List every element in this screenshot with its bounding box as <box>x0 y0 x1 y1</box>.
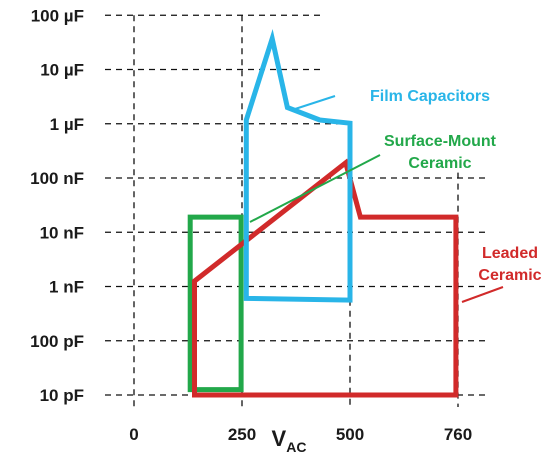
y-tick-labels: 10 pF 100 pF 1 nF 10 nF 100 nF 1 µF 10 µF 100 µ… <box>30 6 84 405</box>
callout-leader-film-capacitors <box>291 95 336 111</box>
x-axis-label-subscript: AC <box>286 439 306 455</box>
y-tick-label: 1 µF <box>50 115 84 134</box>
y-tick-label: 100 nF <box>30 169 84 188</box>
callout-label-leaded-ceramic: Ceramic <box>478 267 541 284</box>
x-tick-label: 760 <box>444 425 472 444</box>
x-tick-label: 500 <box>336 425 364 444</box>
series-outline-film-capacitors <box>243 28 353 303</box>
series-outline-leaded-ceramic <box>192 158 459 398</box>
y-tick-label: 1 nF <box>49 278 84 297</box>
y-tick-label: 10 pF <box>40 386 84 405</box>
y-tick-label: 100 pF <box>30 332 84 351</box>
callout-label-leaded-ceramic: Leaded <box>482 245 538 262</box>
y-tick-label: 10 µF <box>40 61 84 80</box>
callout-label-film-capacitors: Film Capacitors <box>370 88 490 105</box>
callout-label-surface-mount-ceramic: Surface-Mount <box>384 133 497 150</box>
callout-leader-surface-mount-ceramic <box>249 154 381 223</box>
y-tick-label: 100 µF <box>31 6 84 25</box>
x-tick-label: 250 <box>228 425 256 444</box>
y-tick-label: 10 nF <box>40 223 84 242</box>
x-axis-label-main: V <box>272 426 287 451</box>
series-outline-surface-mount-ceramic <box>187 214 244 393</box>
x-tick-labels: 0 250 500 760 <box>129 425 472 444</box>
callout-label-surface-mount-ceramic: Ceramic <box>408 155 471 172</box>
series <box>187 28 459 398</box>
series-callouts: Film Capacitors Surface-Mount Ceramic Leade… <box>249 88 542 303</box>
callout-leader-leaded-ceramic <box>461 286 504 303</box>
x-axis-label: VAC <box>272 426 307 455</box>
grid <box>105 14 488 407</box>
x-tick-label: 0 <box>129 425 138 444</box>
